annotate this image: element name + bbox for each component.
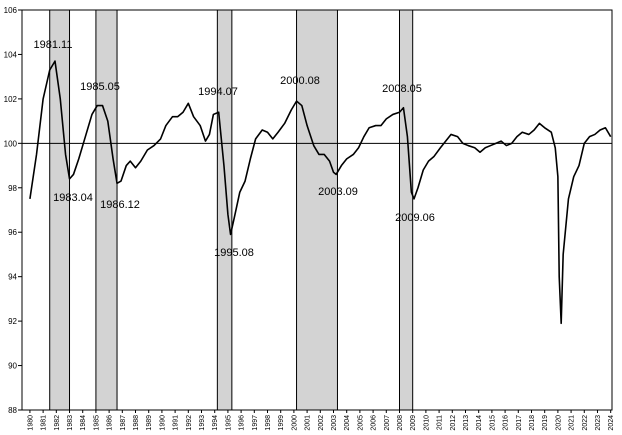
x-tick-label: 2010	[423, 415, 430, 431]
x-tick-label: 1989	[146, 415, 153, 431]
x-tick-label: 2005	[357, 415, 364, 431]
annotation: 1983.04	[53, 192, 93, 204]
x-tick-label: 2006	[371, 415, 378, 431]
x-tick-label: 1992	[186, 415, 193, 431]
annotation: 2009.06	[395, 212, 435, 224]
recession-band	[296, 9, 338, 411]
x-tick-label: 2004	[344, 415, 351, 431]
x-tick-label: 2001	[305, 415, 312, 431]
annotation: 2003.09	[318, 186, 358, 198]
annotation: 2008.05	[382, 83, 422, 95]
x-tick-label: 1983	[67, 415, 74, 431]
x-tick-label: 2003	[331, 415, 338, 431]
x-tick-label: 2014	[476, 415, 483, 431]
y-tick-label: 94	[8, 273, 17, 282]
x-tick-label: 2022	[582, 415, 589, 431]
y-tick-label: 98	[8, 184, 17, 193]
x-tick-label: 1997	[252, 415, 259, 431]
x-tick-label: 2009	[410, 415, 417, 431]
annotation: 1995.08	[214, 247, 254, 259]
data-line	[29, 60, 612, 325]
y-tick-label: 88	[8, 406, 17, 415]
y-tick-label: 104	[4, 50, 18, 59]
x-tick-label: 2018	[529, 415, 536, 431]
x-tick-label: 1982	[54, 415, 61, 431]
x-tick-label: 1991	[173, 415, 180, 431]
x-tick-label: 1986	[107, 415, 114, 431]
annotation: 1981.11	[34, 39, 73, 51]
x-tick-label: 2000	[291, 415, 298, 431]
x-tick-label: 2020	[555, 415, 562, 431]
x-tick-label: 1984	[80, 415, 87, 431]
y-tick-label: 102	[4, 95, 18, 104]
y-tick-label: 100	[4, 139, 18, 148]
x-tick-label: 2016	[503, 415, 510, 431]
x-tick-label: 2013	[463, 415, 470, 431]
x-tick-label: 1981	[41, 415, 48, 431]
y-tick-label: 92	[8, 317, 17, 326]
x-tick-label: 2008	[397, 415, 404, 431]
recession-band	[398, 9, 414, 411]
annotation: 1994.07	[198, 86, 238, 98]
x-tick-label: 1993	[199, 415, 206, 431]
x-tick-label: 1980	[27, 415, 34, 431]
x-tick-label: 2007	[384, 415, 391, 431]
x-tick-label: 1994	[212, 415, 219, 431]
x-tick-label: 2021	[569, 415, 576, 431]
x-tick-label: 2015	[489, 415, 496, 431]
x-tick-label: 1998	[265, 415, 272, 431]
plot-frame	[21, 9, 613, 411]
x-tick-label: 2017	[516, 415, 523, 431]
x-tick-label: 2011	[437, 415, 444, 430]
x-tick-label: 1985	[93, 415, 100, 431]
x-tick-label: 1999	[278, 415, 285, 431]
x-tick-label: 2023	[595, 415, 602, 431]
x-tick-label: 1988	[133, 415, 140, 431]
y-tick-label: 106	[4, 6, 18, 15]
recession-band	[216, 9, 233, 411]
x-tick-label: 2012	[450, 415, 457, 431]
x-tick-label: 2002	[318, 415, 325, 431]
annotation: 2000.08	[280, 75, 320, 87]
y-tick-label: 96	[8, 228, 17, 237]
x-tick-label: 2024	[608, 415, 615, 431]
x-tick-label: 1987	[120, 415, 127, 431]
y-tick-label: 90	[8, 362, 17, 371]
x-tick-label: 1990	[159, 415, 166, 431]
annotation: 1985.05	[80, 81, 120, 93]
x-tick-label: 1995	[225, 415, 232, 431]
x-tick-label: 1996	[239, 415, 246, 431]
recession-band	[49, 9, 71, 411]
x-tick-label: 2019	[542, 415, 549, 431]
annotation: 1986.12	[100, 199, 140, 211]
